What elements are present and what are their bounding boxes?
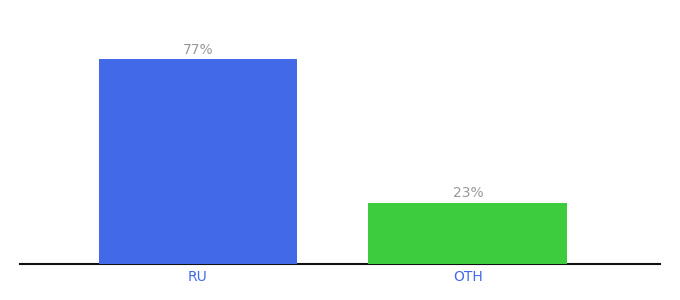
Bar	[99, 59, 297, 264]
Text: 77%: 77%	[183, 43, 214, 57]
Text: 23%: 23%	[452, 186, 483, 200]
Bar	[369, 203, 567, 264]
